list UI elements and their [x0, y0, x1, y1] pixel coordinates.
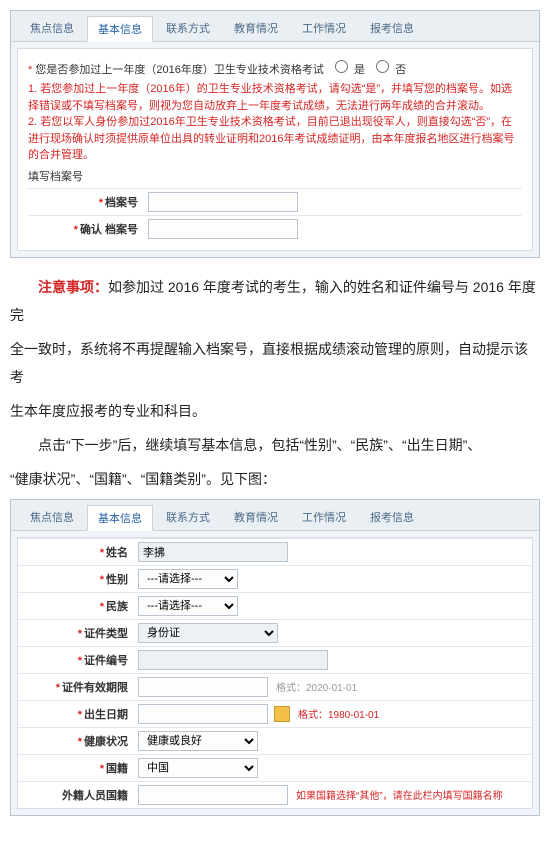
label-idno: 证件编号: [84, 655, 128, 667]
tab-basic-info[interactable]: 基本信息: [87, 16, 153, 42]
label-archive-no-confirm: 确认 档案号: [80, 224, 138, 236]
row-country: *国籍 中国: [18, 754, 532, 781]
section-heading: 填写档案号: [28, 168, 522, 184]
row-idtype: *证件类型 身份证: [18, 619, 532, 646]
select-health[interactable]: 健康或良好: [138, 731, 258, 751]
select-nation[interactable]: ---请选择---: [138, 596, 238, 616]
para2a: 点击“下一步”后，继续填写基本信息，包括“性别”、“民族”、“出生日期”、: [10, 431, 540, 459]
radio-no-label: 否: [395, 64, 406, 76]
calendar-icon[interactable]: [274, 706, 290, 722]
para1b: 全一致时，系统将不再提醒输入档案号，直接根据成绩滚动管理的原则，自动提示该考: [10, 335, 540, 391]
input-name[interactable]: [138, 542, 288, 562]
tab-focus[interactable]: 焦点信息: [19, 15, 85, 41]
select-gender[interactable]: ---请选择---: [138, 569, 238, 589]
note-2: 2. 若您以军人身份参加过2016年卫生专业技术资格考试，目前已退出现役军人，则…: [28, 114, 522, 164]
label-idtype: 证件类型: [84, 628, 128, 640]
para1c: 生本年度应报考的专业和科目。: [10, 397, 540, 425]
para-attention: 注意事项：如参加过 2016 年度考试的考生，输入的姓名和证件编号与 2016 …: [10, 273, 540, 329]
question-text: 您是否参加过上一年度（2016年度）卫生专业技术资格考试: [35, 64, 323, 76]
input-archive-no[interactable]: [148, 192, 298, 212]
input-archive-no-confirm[interactable]: [148, 219, 298, 239]
tabbar-2: 焦点信息 基本信息 联系方式 教育情况 工作情况 报考信息: [11, 500, 539, 531]
input-foreign[interactable]: [138, 785, 288, 805]
radio-no[interactable]: [376, 60, 389, 73]
label-name: 姓名: [106, 547, 128, 559]
tab-apply[interactable]: 报考信息: [359, 15, 425, 41]
label-foreign: 外籍人员国籍: [62, 790, 128, 802]
note-1: 1. 若您参加过上一年度（2016年）的卫生专业技术资格考试，请勾选“是”，并填…: [28, 81, 522, 114]
row-foreign: 外籍人员国籍 如果国籍选择“其他”，请在此栏内填写国籍名称: [18, 781, 532, 808]
label-expire: 证件有效期限: [62, 682, 128, 694]
label-health: 健康状况: [84, 736, 128, 748]
tab2-contact[interactable]: 联系方式: [155, 504, 221, 530]
label-archive-no: 档案号: [105, 197, 138, 209]
input-birth[interactable]: [138, 704, 268, 724]
tab-education[interactable]: 教育情况: [223, 15, 289, 41]
question-row: * 您是否参加过上一年度（2016年度）卫生专业技术资格考试 是 否: [28, 57, 522, 77]
input-idno[interactable]: [138, 650, 328, 670]
hint-foreign: 如果国籍选择“其他”，请在此栏内填写国籍名称: [296, 787, 503, 802]
radio-yes-label: 是: [354, 64, 365, 76]
panel-archive: * 您是否参加过上一年度（2016年度）卫生专业技术资格考试 是 否 1. 若您…: [17, 48, 533, 251]
label-gender: 性别: [106, 574, 128, 586]
row-archive-no: *档案号: [28, 188, 522, 215]
radio-yes[interactable]: [335, 60, 348, 73]
row-gender: *性别 ---请选择---: [18, 565, 532, 592]
row-health: *健康状况 健康或良好: [18, 727, 532, 754]
input-expire[interactable]: [138, 677, 268, 697]
row-name: *姓名: [18, 538, 532, 565]
select-country[interactable]: 中国: [138, 758, 258, 778]
tab-work[interactable]: 工作情况: [291, 15, 357, 41]
label-nation: 民族: [106, 601, 128, 613]
row-idno: *证件编号: [18, 646, 532, 673]
attention-label: 注意事项：: [38, 279, 108, 295]
tab2-education[interactable]: 教育情况: [223, 504, 289, 530]
para2b: “健康状况”、“国籍”、“国籍类别”。见下图：: [10, 465, 540, 493]
tab2-focus[interactable]: 焦点信息: [19, 504, 85, 530]
panel-basic-info: *姓名 *性别 ---请选择--- *民族 ---请选择--- *证件类型 身份…: [17, 537, 533, 809]
label-birth: 出生日期: [84, 709, 128, 721]
tab2-apply[interactable]: 报考信息: [359, 504, 425, 530]
row-expire: *证件有效期限 格式：2020-01-01: [18, 673, 532, 700]
select-idtype[interactable]: 身份证: [138, 623, 278, 643]
row-birth: *出生日期 格式：1980-01-01: [18, 700, 532, 727]
tab2-work[interactable]: 工作情况: [291, 504, 357, 530]
row-archive-no-confirm: *确认 档案号: [28, 215, 522, 242]
screenshot-1: 焦点信息 基本信息 联系方式 教育情况 工作情况 报考信息 * 您是否参加过上一…: [10, 10, 540, 258]
hint-expire: 格式：2020-01-01: [276, 679, 357, 694]
tabbar-1: 焦点信息 基本信息 联系方式 教育情况 工作情况 报考信息: [11, 11, 539, 42]
label-country: 国籍: [106, 763, 128, 775]
hint-birth: 格式：1980-01-01: [298, 706, 379, 721]
row-nation: *民族 ---请选择---: [18, 592, 532, 619]
tab2-basic-info[interactable]: 基本信息: [87, 505, 153, 531]
screenshot-2: 焦点信息 基本信息 联系方式 教育情况 工作情况 报考信息 *姓名 *性别 --…: [10, 499, 540, 816]
tab-contact[interactable]: 联系方式: [155, 15, 221, 41]
